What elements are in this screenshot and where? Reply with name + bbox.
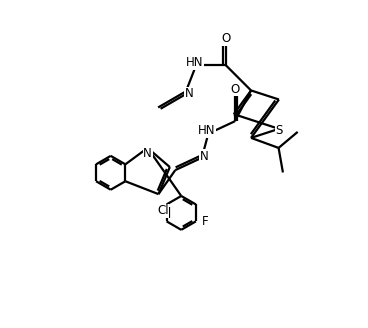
Text: N: N — [184, 87, 193, 100]
Text: HN: HN — [186, 56, 204, 69]
Text: N: N — [200, 150, 209, 163]
Text: S: S — [275, 124, 283, 137]
Text: O: O — [230, 83, 240, 95]
Text: Cl: Cl — [157, 204, 169, 217]
Text: O: O — [221, 32, 230, 45]
Text: N: N — [143, 147, 152, 160]
Text: F: F — [201, 215, 208, 228]
Text: HN: HN — [198, 124, 216, 137]
